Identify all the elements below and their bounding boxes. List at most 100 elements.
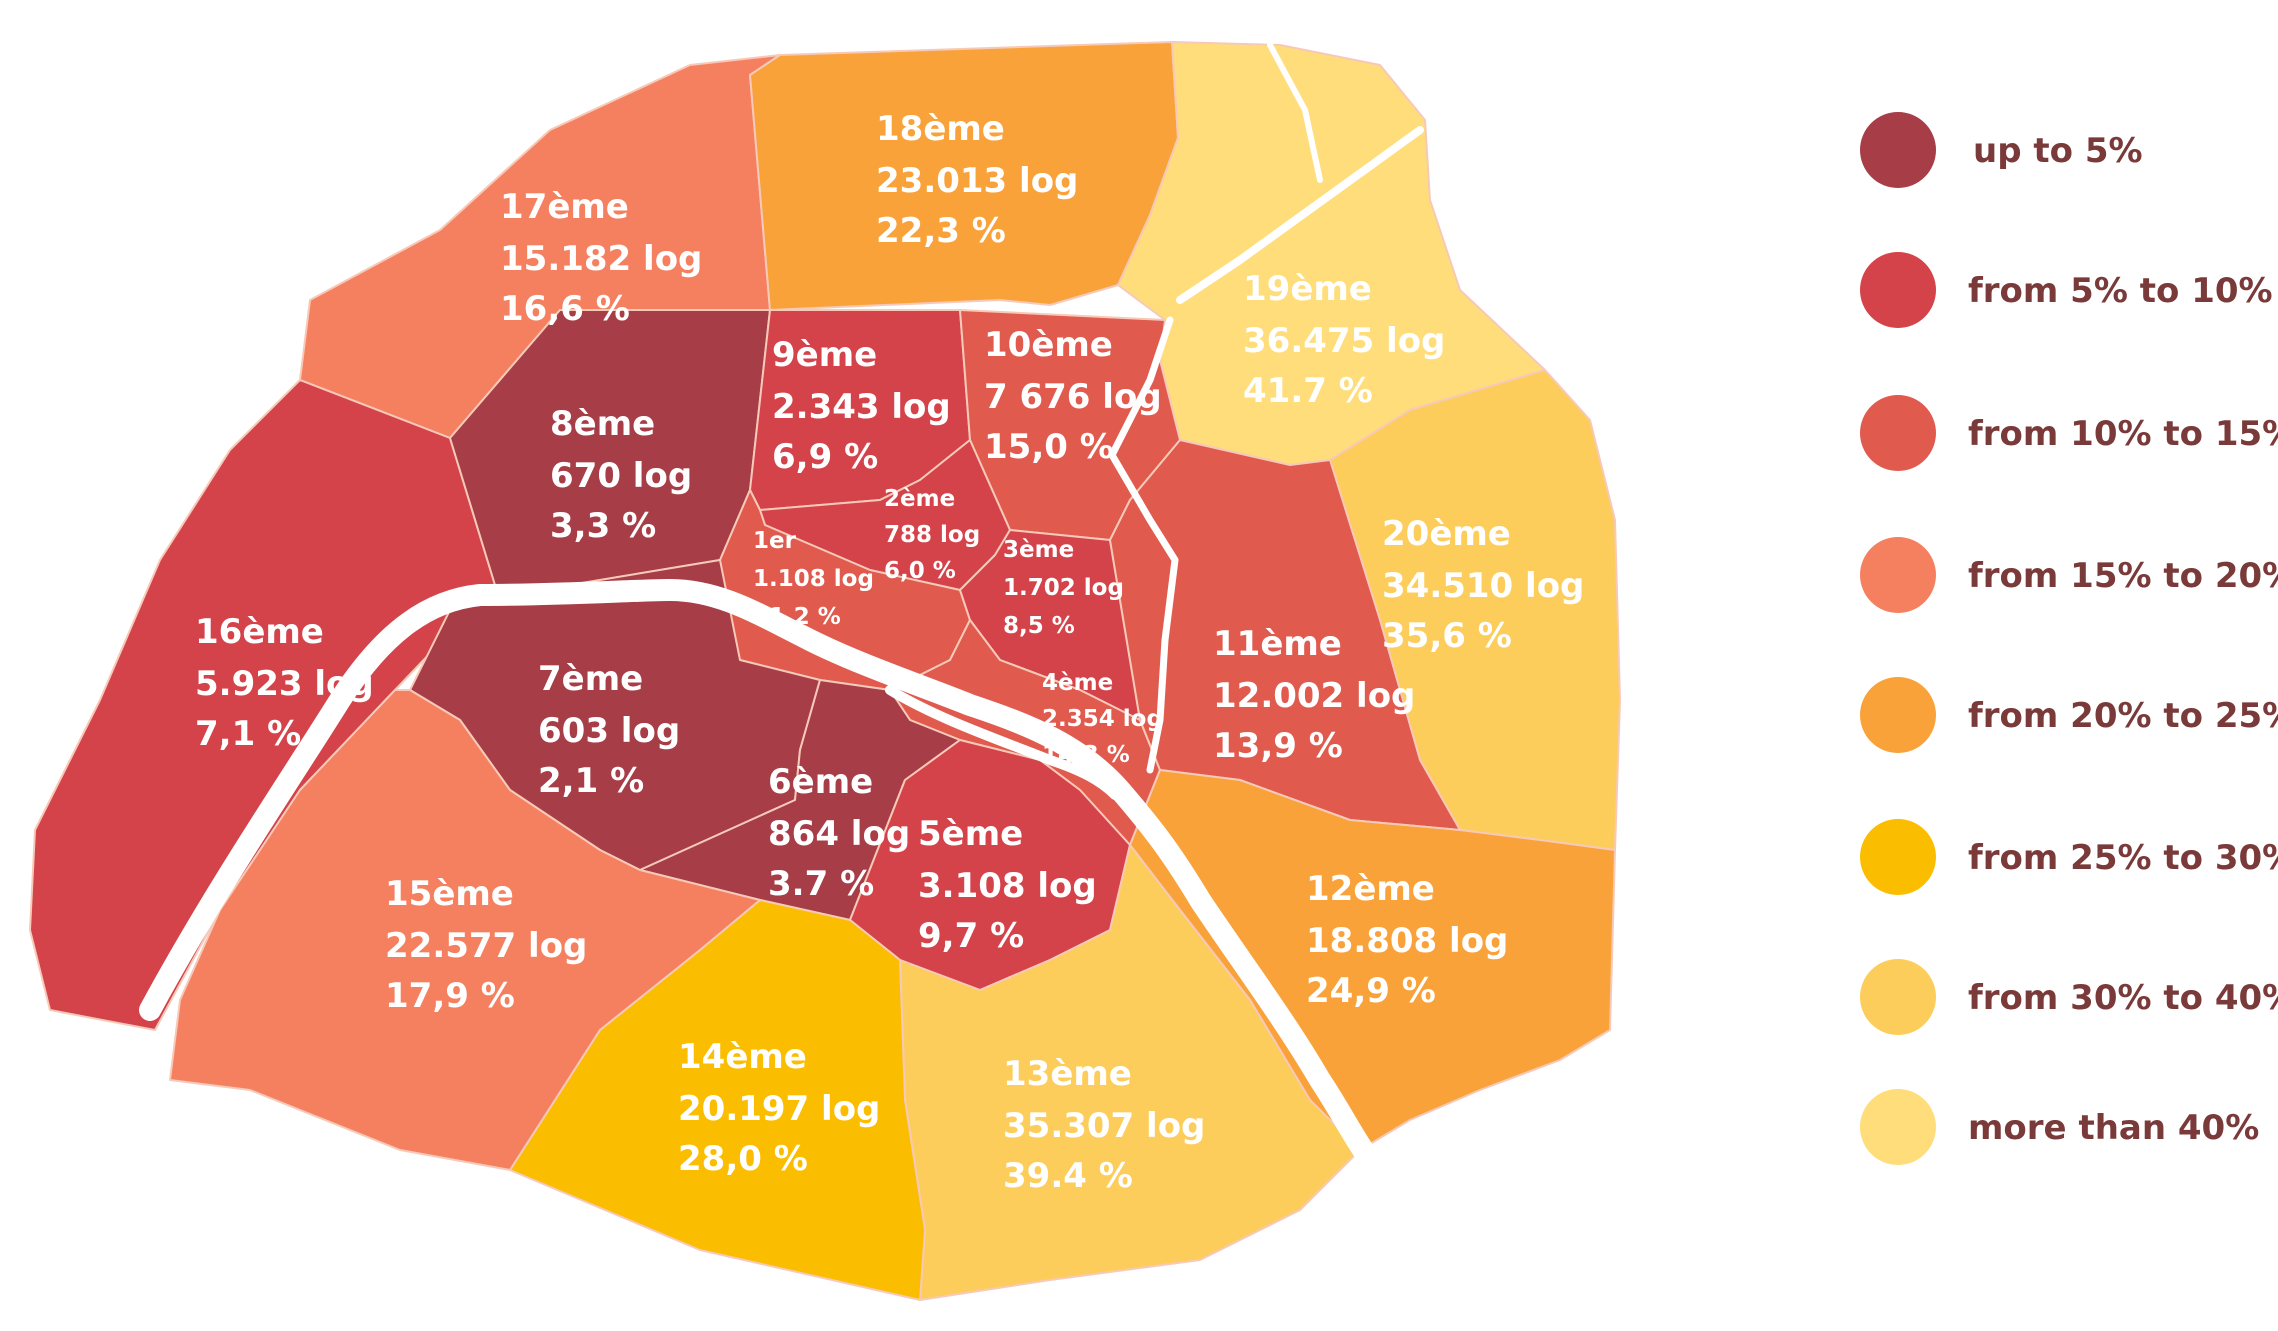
district-1-units: 1.108 log	[753, 566, 874, 592]
canal-saint-denis	[1267, 42, 1323, 183]
district-16-name: 16ème	[195, 612, 324, 652]
district-17-share: 16,6 %	[500, 289, 630, 329]
district-6-units: 864 log	[768, 814, 910, 854]
label-2: 2ème 788 log 6,0 %	[884, 486, 988, 584]
district-14-name: 14ème	[678, 1037, 807, 1077]
label-5: 5ème 3.108 log 9,7 %	[918, 814, 1109, 956]
district-4-name: 4ème	[1042, 670, 1113, 696]
legend-label: from 25% to 30%	[1968, 838, 2278, 878]
legend-swatch	[1860, 677, 1936, 753]
district-1-name: 1er	[753, 528, 797, 554]
district-9-share: 6,9 %	[772, 437, 878, 477]
label-16: 16ème 5.923 log 7,1 %	[195, 612, 386, 754]
district-3-share: 8,5 %	[1003, 613, 1075, 639]
label-12: 12ème 18.808 log 24,9 %	[1306, 869, 1520, 1011]
district-14-share: 28,0 %	[678, 1139, 808, 1179]
district-18-name: 18ème	[876, 109, 1005, 149]
district-13-name: 13ème	[1003, 1054, 1132, 1094]
label-1: 1er 1.108 log 11,2 %	[753, 528, 882, 630]
district-3-units: 1.702 log	[1003, 575, 1124, 601]
district-2-share: 6,0 %	[884, 558, 956, 584]
legend-label: from 15% to 20%	[1968, 556, 2278, 596]
seine-river	[139, 42, 1424, 1171]
seine-island-arm	[885, 685, 1120, 800]
district-18-share: 22,3 %	[876, 211, 1006, 251]
label-18: 18ème 23.013 log 22,3 %	[876, 109, 1090, 251]
label-4: 4ème 2.354 log 14,3 %	[1042, 670, 1171, 768]
district-11-units: 12.002 log	[1213, 676, 1415, 716]
district-17-units: 15.182 log	[500, 239, 702, 279]
label-13: 13ème 35.307 log 39.4 %	[1003, 1054, 1217, 1196]
district-16-units: 5.923 log	[195, 664, 374, 704]
legend-swatch	[1860, 959, 1936, 1035]
legend-item: from 25% to 30%	[1860, 819, 2278, 895]
district-1-share: 11,2 %	[753, 604, 841, 630]
district-12-name: 12ème	[1306, 869, 1435, 909]
district-3-name: 3ème	[1003, 537, 1074, 563]
district-9-name: 9ème	[772, 335, 877, 375]
district-5-name: 5ème	[918, 814, 1023, 854]
legend-label: from 10% to 15%	[1968, 414, 2278, 454]
district-17-name: 17ème	[500, 187, 629, 227]
district-15-shape[interactable]	[169, 689, 761, 1171]
legend-item: from 30% to 40%	[1860, 959, 2278, 1035]
district-20-name: 20ème	[1382, 514, 1511, 554]
legend-swatch	[1860, 112, 1936, 188]
district-13-shape[interactable]	[899, 844, 1361, 1301]
legend: up to 5% from 5% to 10% from 10% to 15% …	[1860, 112, 2278, 1165]
legend-label: more than 40%	[1968, 1108, 2259, 1148]
district-4-share: 14,3 %	[1042, 742, 1130, 768]
district-19-name: 19ème	[1243, 269, 1372, 309]
district-16-share: 7,1 %	[195, 714, 301, 754]
district-13-share: 39.4 %	[1003, 1156, 1133, 1196]
legend-swatch	[1860, 1089, 1936, 1165]
district-10-name: 10ème	[984, 325, 1113, 365]
district-20-units: 34.510 log	[1382, 566, 1584, 606]
district-7-units: 603 log	[538, 711, 680, 751]
district-2-units: 788 log	[884, 522, 980, 548]
legend-swatch	[1860, 819, 1936, 895]
district-5-units: 3.108 log	[918, 866, 1097, 906]
district-15-share: 17,9 %	[385, 976, 515, 1016]
district-labels: 17ème 15.182 log 16,6 % 18ème 23.013 log…	[195, 109, 1596, 1196]
legend-swatch	[1860, 395, 1936, 471]
legend-swatch	[1860, 537, 1936, 613]
district-19-units: 36.475 log	[1243, 321, 1445, 361]
district-11-name: 11ème	[1213, 624, 1342, 664]
legend-label: from 5% to 10%	[1968, 271, 2273, 311]
district-13-units: 35.307 log	[1003, 1106, 1205, 1146]
district-8-name: 8ème	[550, 404, 655, 444]
label-20: 20ème 34.510 log 35,6 %	[1382, 514, 1596, 656]
label-6: 6ème 864 log 3.7 %	[768, 762, 922, 904]
canal-saint-martin	[1108, 316, 1179, 774]
legend-label: from 20% to 25%	[1968, 696, 2278, 736]
legend-label: up to 5%	[1973, 131, 2143, 171]
district-10-share: 15,0 %	[984, 427, 1114, 467]
district-12-share: 24,9 %	[1306, 971, 1436, 1011]
district-7-share: 2,1 %	[538, 761, 644, 801]
canal-ourcq	[1176, 126, 1424, 304]
label-11: 11ème 12.002 log 13,9 %	[1213, 624, 1427, 766]
legend-swatch	[1860, 252, 1936, 328]
seine-main-channel	[139, 579, 1381, 1171]
district-5-share: 9,7 %	[918, 916, 1024, 956]
label-9: 9ème 2.343 log 6,9 %	[772, 335, 963, 477]
legend-item: from 15% to 20%	[1860, 537, 2278, 613]
district-19-share: 41.7 %	[1243, 371, 1373, 411]
district-15-units: 22.577 log	[385, 926, 587, 966]
district-18-units: 23.013 log	[876, 161, 1078, 201]
label-14: 14ème 20.197 log 28,0 %	[678, 1037, 892, 1179]
district-8-units: 670 log	[550, 456, 692, 496]
district-8-share: 3,3 %	[550, 506, 656, 546]
district-15-name: 15ème	[385, 874, 514, 914]
district-14-units: 20.197 log	[678, 1089, 880, 1129]
district-2-name: 2ème	[884, 486, 955, 512]
label-17: 17ème 15.182 log 16,6 %	[500, 187, 714, 329]
district-10-units: 7 676 log	[984, 377, 1162, 417]
district-7-name: 7ème	[538, 659, 643, 699]
district-20-share: 35,6 %	[1382, 616, 1512, 656]
label-19: 19ème 36.475 log 41.7 %	[1243, 269, 1457, 411]
label-15: 15ème 22.577 log 17,9 %	[385, 874, 599, 1016]
district-shapes	[29, 41, 1621, 1301]
legend-item: more than 40%	[1860, 1089, 2259, 1165]
